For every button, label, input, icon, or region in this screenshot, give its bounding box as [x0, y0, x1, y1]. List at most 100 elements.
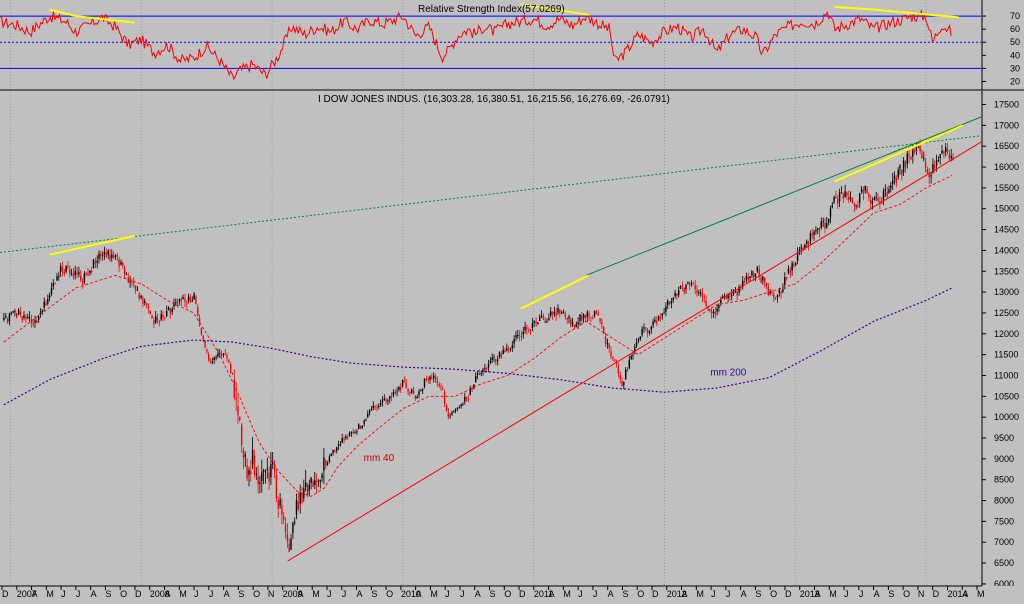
candle-body-515 — [945, 147, 947, 152]
candle-body-109 — [202, 336, 204, 340]
candle-body-272 — [500, 354, 502, 358]
candle-body-154 — [284, 524, 287, 532]
candle-body-165 — [305, 482, 307, 487]
candle-body-269 — [495, 359, 497, 362]
candle-body-119 — [220, 353, 223, 356]
candle-body-410 — [753, 273, 755, 278]
candle-body-107 — [198, 318, 201, 325]
candle-body-277 — [509, 348, 512, 350]
candle-body-186 — [343, 438, 345, 440]
x-tick-label-42: S — [622, 589, 628, 599]
price-tick-label-12000: 12000 — [994, 329, 1019, 339]
candle-body-201 — [370, 408, 373, 410]
candle-body-9 — [19, 311, 22, 315]
candle-body-416 — [764, 277, 766, 283]
candle-body-438 — [804, 244, 806, 248]
candle-body-463 — [849, 197, 852, 200]
candle-body-356 — [654, 320, 656, 322]
candle-body-229 — [422, 389, 424, 391]
candle-body-323 — [593, 311, 596, 316]
candle-body-94 — [175, 302, 177, 304]
candle-body-159 — [294, 521, 296, 523]
candle-body-36 — [69, 269, 71, 274]
candle-body-285 — [524, 326, 526, 331]
candle-body-208 — [383, 398, 385, 401]
candle-body-310 — [570, 319, 572, 326]
candle-body-136 — [251, 449, 254, 465]
x-tick-label-62: N — [918, 589, 925, 599]
candle-body-418 — [767, 287, 769, 295]
candle-body-202 — [372, 405, 374, 409]
candle-body-78 — [145, 302, 148, 306]
candle-body-510 — [935, 160, 938, 166]
candle-body-33 — [63, 271, 65, 274]
x-tick-label-60: S — [888, 589, 894, 599]
candle-body-346 — [635, 342, 638, 347]
candle-body-198 — [365, 419, 367, 421]
candle-body-166 — [306, 485, 309, 496]
candle-body-434 — [796, 252, 799, 261]
candle-body-297 — [546, 321, 548, 323]
candle-body-372 — [683, 287, 685, 293]
candle-body-215 — [396, 391, 398, 393]
candle-body-304 — [559, 309, 561, 314]
candle-body-316 — [581, 315, 583, 321]
candle-body-225 — [414, 395, 417, 399]
rsi-tick-label-60: 60 — [1010, 24, 1020, 34]
candle-body-131 — [242, 450, 245, 458]
candle-body-233 — [429, 376, 431, 380]
candle-body-21 — [41, 310, 43, 313]
candle-body-313 — [575, 324, 577, 327]
price-tick-label-14500: 14500 — [994, 225, 1019, 235]
candle-body-179 — [330, 453, 332, 456]
candle-body-423 — [776, 295, 779, 298]
rsi-divergence-line-3 — [834, 5, 874, 11]
candle-body-496 — [910, 156, 912, 159]
candle-body-364 — [668, 301, 671, 304]
candle-body-451 — [828, 218, 830, 223]
candle-body-106 — [197, 307, 199, 317]
candle-body-398 — [731, 294, 733, 296]
candle-body-254 — [467, 398, 470, 400]
candle-body-274 — [504, 350, 506, 353]
candle-body-390 — [716, 308, 718, 312]
price-tick-label-6000: 6000 — [994, 579, 1014, 589]
x-tick-label-45: 2012 — [667, 589, 687, 599]
candle-body-141 — [261, 472, 263, 481]
candle-body-117 — [217, 353, 219, 357]
price-tick-label-9500: 9500 — [994, 433, 1014, 443]
candle-body-475 — [871, 201, 874, 203]
candle-body-440 — [807, 242, 810, 245]
candle-body-283 — [520, 336, 523, 338]
candle-body-163 — [301, 494, 303, 503]
candle-body-207 — [381, 400, 384, 403]
candle-body-449 — [824, 223, 826, 229]
candle-body-89 — [166, 311, 168, 317]
candle-body-404 — [742, 280, 744, 287]
candle-body-188 — [347, 436, 349, 438]
candle-body-420 — [771, 291, 773, 293]
candle-body-18 — [36, 320, 38, 323]
candle-body-332 — [610, 351, 612, 357]
candle-body-409 — [751, 271, 753, 276]
candle-body-454 — [833, 196, 835, 203]
candle-body-125 — [231, 373, 234, 375]
candle-body-476 — [873, 198, 876, 200]
candle-body-237 — [436, 380, 438, 383]
candle-body-305 — [561, 312, 563, 314]
candle-body-453 — [831, 204, 833, 208]
candle-body-486 — [892, 179, 894, 184]
candle-body-484 — [888, 189, 890, 194]
candle-body-413 — [758, 269, 760, 277]
candle-body-429 — [787, 268, 790, 274]
candle-body-430 — [789, 270, 791, 274]
candle-body-302 — [555, 313, 557, 316]
candle-body-382 — [701, 293, 704, 297]
candle-body-446 — [818, 228, 821, 231]
candle-body-517 — [948, 154, 951, 159]
ma40-line — [3, 174, 953, 497]
candle-body-374 — [687, 282, 689, 284]
x-tick-label-44: D — [652, 589, 659, 599]
x-tick-label-3: M — [46, 589, 54, 599]
candle-body-175 — [323, 457, 325, 471]
